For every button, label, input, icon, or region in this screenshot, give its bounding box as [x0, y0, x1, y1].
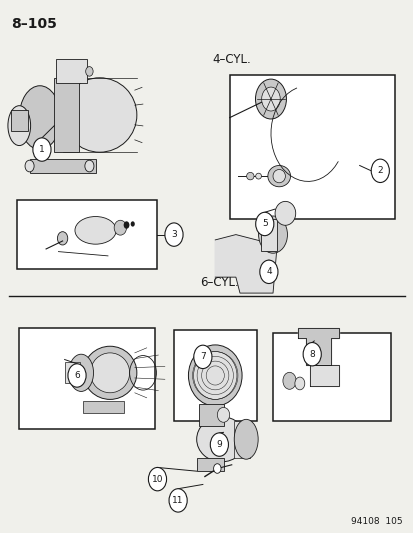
Text: 8–105: 8–105 — [11, 17, 57, 30]
Circle shape — [210, 433, 228, 456]
FancyBboxPatch shape — [11, 110, 27, 131]
Circle shape — [370, 159, 389, 182]
FancyBboxPatch shape — [19, 328, 155, 429]
FancyBboxPatch shape — [54, 78, 79, 152]
Circle shape — [164, 223, 183, 246]
Ellipse shape — [255, 79, 286, 119]
Text: 1: 1 — [39, 145, 45, 154]
FancyBboxPatch shape — [233, 421, 250, 458]
Circle shape — [193, 345, 211, 368]
Text: 7: 7 — [199, 352, 205, 361]
Ellipse shape — [62, 78, 137, 152]
FancyBboxPatch shape — [173, 330, 256, 421]
Ellipse shape — [25, 160, 34, 172]
Polygon shape — [309, 365, 338, 386]
FancyBboxPatch shape — [229, 75, 394, 219]
Polygon shape — [297, 328, 338, 365]
Text: 4: 4 — [266, 268, 271, 276]
FancyBboxPatch shape — [64, 362, 80, 383]
Circle shape — [123, 221, 129, 229]
Ellipse shape — [85, 160, 94, 172]
Circle shape — [213, 464, 221, 473]
Circle shape — [255, 212, 273, 236]
FancyBboxPatch shape — [196, 458, 223, 471]
Ellipse shape — [255, 173, 261, 179]
Ellipse shape — [267, 165, 290, 187]
Text: 5: 5 — [261, 220, 267, 229]
FancyBboxPatch shape — [83, 401, 124, 413]
Circle shape — [169, 489, 187, 512]
Ellipse shape — [83, 346, 137, 399]
Circle shape — [282, 372, 295, 389]
Ellipse shape — [188, 345, 242, 406]
Text: 6–CYL.: 6–CYL. — [199, 276, 238, 289]
Text: 2: 2 — [377, 166, 382, 175]
Ellipse shape — [234, 419, 258, 459]
Ellipse shape — [193, 352, 236, 399]
Ellipse shape — [69, 354, 93, 391]
Text: 3: 3 — [171, 230, 176, 239]
FancyBboxPatch shape — [17, 200, 157, 269]
Circle shape — [68, 364, 86, 387]
Circle shape — [259, 260, 277, 284]
FancyBboxPatch shape — [272, 333, 390, 421]
Ellipse shape — [246, 172, 254, 180]
FancyBboxPatch shape — [260, 219, 276, 251]
FancyBboxPatch shape — [198, 403, 223, 426]
Ellipse shape — [85, 67, 93, 76]
Text: 11: 11 — [172, 496, 183, 505]
FancyBboxPatch shape — [56, 59, 87, 83]
Text: 9: 9 — [216, 440, 222, 449]
Ellipse shape — [196, 417, 246, 462]
Ellipse shape — [19, 86, 60, 150]
Circle shape — [148, 467, 166, 491]
Ellipse shape — [258, 216, 287, 253]
Text: 8: 8 — [309, 350, 314, 359]
Ellipse shape — [8, 106, 31, 146]
Ellipse shape — [274, 201, 295, 225]
Circle shape — [302, 343, 320, 366]
Ellipse shape — [272, 169, 285, 183]
FancyBboxPatch shape — [29, 159, 95, 173]
Text: 94108  105: 94108 105 — [351, 517, 402, 526]
Ellipse shape — [90, 353, 129, 393]
Text: 6: 6 — [74, 371, 80, 380]
Ellipse shape — [261, 87, 280, 111]
Ellipse shape — [114, 220, 126, 235]
Polygon shape — [215, 235, 276, 293]
Ellipse shape — [217, 407, 229, 422]
Ellipse shape — [57, 232, 68, 245]
Circle shape — [33, 138, 51, 161]
Ellipse shape — [75, 216, 116, 244]
Circle shape — [131, 221, 135, 227]
Text: 4–CYL.: 4–CYL. — [212, 53, 251, 66]
Circle shape — [294, 377, 304, 390]
Text: 10: 10 — [152, 475, 163, 483]
